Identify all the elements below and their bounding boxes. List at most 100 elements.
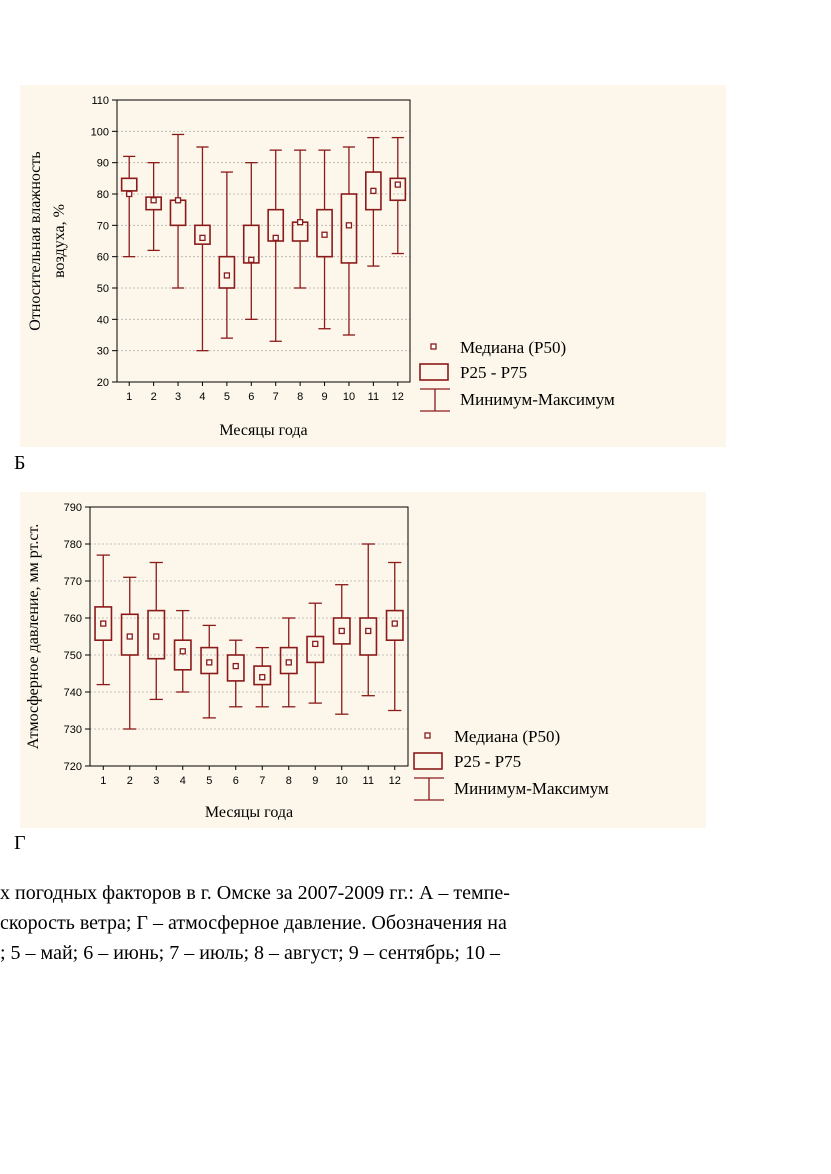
- iqr-box: [147, 609, 166, 660]
- median-marker: [285, 659, 292, 666]
- median-marker: [174, 197, 182, 204]
- x-tick-label: 9: [321, 391, 327, 403]
- median-marker: [150, 197, 157, 204]
- x-tick-label: 12: [389, 775, 401, 787]
- legend-iqr-label: P25 - P75: [460, 363, 527, 382]
- median-marker: [345, 222, 353, 229]
- legend-range-label: Минимум-Максимум: [454, 779, 609, 798]
- iqr-box: [194, 224, 211, 245]
- median-marker: [223, 272, 231, 279]
- box-month-9: [316, 149, 333, 330]
- y-tick-label: 110: [91, 95, 109, 107]
- iqr-box: [365, 171, 382, 211]
- iqr-box: [332, 617, 351, 645]
- box-month-8: [279, 617, 298, 708]
- x-tick-label: 4: [199, 391, 205, 403]
- median-marker: [206, 659, 213, 666]
- iqr-box: [340, 193, 358, 264]
- x-tick-label: 5: [206, 775, 212, 787]
- y-tick-label: 70: [97, 220, 109, 232]
- median-marker: [394, 181, 401, 188]
- median-marker: [126, 633, 133, 640]
- box-month-11: [365, 136, 382, 267]
- y-tick-label: 750: [64, 650, 82, 662]
- iqr-box: [200, 646, 219, 675]
- y-tick-label: 30: [97, 346, 109, 358]
- iqr-box: [253, 665, 272, 686]
- box-month-4: [194, 146, 211, 352]
- y-tick-label: 770: [64, 576, 82, 588]
- iqr-box: [169, 199, 187, 227]
- median-marker: [199, 234, 206, 242]
- box-month-12: [385, 561, 404, 712]
- median-marker: [126, 190, 133, 198]
- legend-median-label: Медиана (P50): [454, 727, 560, 746]
- iqr-box: [306, 635, 325, 664]
- box-month-4: [173, 609, 192, 693]
- x-tick-label: 3: [153, 775, 159, 787]
- legend-iqr-symbol: [419, 363, 449, 381]
- box-month-6: [242, 162, 260, 320]
- iqr-box: [173, 639, 192, 671]
- caption-line-2: скорость ветра; Г – атмосферное давление…: [0, 912, 507, 934]
- panel-label-g: Г: [14, 832, 26, 854]
- y-axis-title-line2: воздуха, %: [51, 204, 68, 278]
- median-marker: [232, 662, 239, 670]
- median-marker: [370, 187, 377, 195]
- legend-iqr-symbol: [413, 752, 443, 770]
- plot-frame: [89, 506, 409, 767]
- box-month-6: [226, 639, 245, 708]
- box-month-5: [218, 171, 236, 339]
- x-tick-label: 1: [100, 775, 106, 787]
- median-marker: [100, 620, 107, 627]
- box-month-2: [120, 576, 139, 730]
- x-tick-label: 10: [343, 391, 355, 403]
- box-month-8: [291, 149, 309, 289]
- median-marker: [391, 620, 398, 627]
- x-tick-label: 4: [180, 775, 186, 787]
- iqr-box: [94, 606, 113, 642]
- caption-line-3: ; 5 – май; 6 – июнь; 7 – июль; 8 – авгус…: [0, 942, 500, 964]
- legend-median-symbol: [424, 732, 431, 739]
- panel-label-b: Б: [14, 452, 26, 474]
- legend-median-label: Медиана (P50): [460, 338, 566, 357]
- box-month-10: [340, 146, 358, 336]
- iqr-box: [279, 646, 298, 675]
- median-marker: [321, 231, 328, 238]
- legend-range-label: Минимум-Максимум: [460, 390, 615, 409]
- box-month-1: [94, 554, 113, 686]
- y-axis-title-line1: Относительная влажность: [27, 151, 44, 330]
- y-tick-label: 90: [97, 158, 109, 170]
- y-tick-label: 780: [64, 539, 82, 551]
- iqr-box: [389, 177, 407, 202]
- box-month-12: [389, 136, 407, 255]
- x-tick-label: 2: [151, 391, 157, 403]
- median-marker: [365, 627, 372, 635]
- x-tick-label: 6: [233, 775, 239, 787]
- iqr-box: [218, 255, 236, 289]
- iqr-box: [316, 208, 333, 258]
- median-marker: [338, 627, 345, 635]
- x-tick-label: 8: [286, 775, 292, 787]
- x-tick-label: 11: [363, 775, 374, 787]
- box-month-2: [145, 162, 162, 252]
- pressure-chart-panel: 720 730 740 750 760 770 780 790 1 2 3 4 5 6 7 8 9 10 11 12 М…: [20, 492, 706, 828]
- plot-frame: [116, 99, 411, 383]
- x-tick-label: 5: [224, 391, 230, 403]
- y-tick-label: 730: [64, 724, 82, 736]
- median-marker: [248, 256, 255, 263]
- x-axis-title: Месяцы года: [219, 422, 307, 439]
- legend-iqr-label: P25 - P75: [454, 752, 521, 771]
- box-month-7: [267, 149, 285, 342]
- caption-line-1: х погодных факторов в г. Омске за 2007-2…: [0, 882, 510, 904]
- iqr-box: [226, 654, 245, 682]
- humidity-chart-panel: 20 30 40 50 60 70 80 90 100 110 1 2 3 4 5 6 7 8 9 10 11 12 Мес…: [20, 85, 726, 447]
- x-axis-title: Месяцы года: [205, 804, 293, 821]
- y-tick-label: 80: [97, 189, 109, 201]
- y-tick-label: 20: [97, 377, 109, 389]
- iqr-box: [120, 177, 138, 192]
- median-marker: [296, 219, 304, 226]
- y-tick-label: 100: [91, 126, 109, 138]
